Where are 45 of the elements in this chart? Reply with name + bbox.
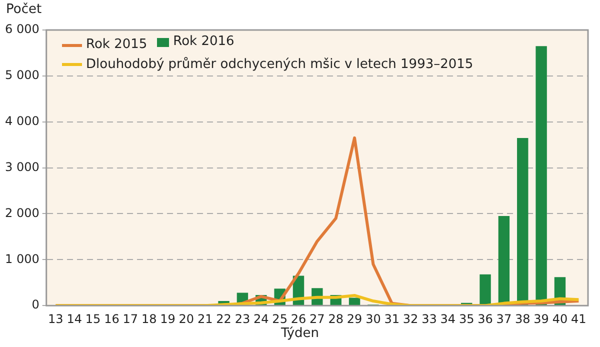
y-tick-label: 2 000 bbox=[4, 206, 40, 220]
x-tick-label: 16 bbox=[104, 312, 120, 326]
x-tick-label: 35 bbox=[458, 312, 474, 326]
x-tick-label: 37 bbox=[496, 312, 512, 326]
x-tick-label: 13 bbox=[48, 312, 64, 326]
x-tick-label: 30 bbox=[366, 312, 381, 326]
x-tick-label: 27 bbox=[310, 312, 325, 326]
x-tick-label: 31 bbox=[384, 312, 400, 326]
x-tick-label: 15 bbox=[85, 312, 101, 326]
x-tick-label: 40 bbox=[552, 312, 568, 326]
legend-label: Rok 2015 bbox=[86, 36, 148, 54]
x-tick-label: 25 bbox=[272, 312, 288, 326]
x-tick-label: 24 bbox=[254, 312, 269, 326]
legend-label: Dlouhodobý průměr odchycených mšic v letech 1993–2015 bbox=[86, 56, 474, 74]
x-tick-label: 32 bbox=[402, 312, 418, 326]
x-tick-label: 33 bbox=[422, 312, 437, 326]
x-tick-label: 36 bbox=[478, 312, 493, 326]
y-axis-title: Počet bbox=[6, 2, 42, 17]
x-tick-label: 22 bbox=[216, 312, 232, 326]
x-tick-label: 38 bbox=[514, 312, 530, 326]
x-tick-label: 14 bbox=[66, 312, 82, 326]
x-axis-title: Týden bbox=[280, 326, 320, 341]
x-tick-label: 21 bbox=[197, 312, 213, 326]
x-tick-label: 20 bbox=[178, 312, 194, 326]
x-tick-label: 29 bbox=[346, 312, 362, 326]
legend-label: Rok 2016 bbox=[173, 33, 234, 51]
y-tick-label: 5 000 bbox=[4, 68, 40, 82]
y-tick-label: 0 bbox=[32, 298, 40, 312]
y-tick-label: 6 000 bbox=[4, 22, 40, 36]
bar bbox=[517, 138, 528, 306]
y-tick-label: 4 000 bbox=[4, 114, 40, 128]
x-tick-label: 26 bbox=[290, 312, 306, 326]
x-tick-label: 28 bbox=[328, 312, 344, 326]
x-tick-label: 41 bbox=[571, 312, 586, 326]
x-tick-label: 34 bbox=[440, 312, 456, 326]
x-tick-label: 18 bbox=[141, 312, 157, 326]
bar bbox=[348, 298, 360, 306]
x-tick-label: 19 bbox=[160, 312, 176, 326]
bar bbox=[536, 46, 547, 306]
x-tick-label: 17 bbox=[122, 312, 138, 326]
x-tick-label: 23 bbox=[234, 312, 250, 326]
x-tick-label: 39 bbox=[534, 312, 549, 326]
y-tick-label: 3 000 bbox=[4, 160, 40, 174]
bar bbox=[480, 274, 491, 306]
y-tick-label: 1 000 bbox=[4, 252, 40, 266]
